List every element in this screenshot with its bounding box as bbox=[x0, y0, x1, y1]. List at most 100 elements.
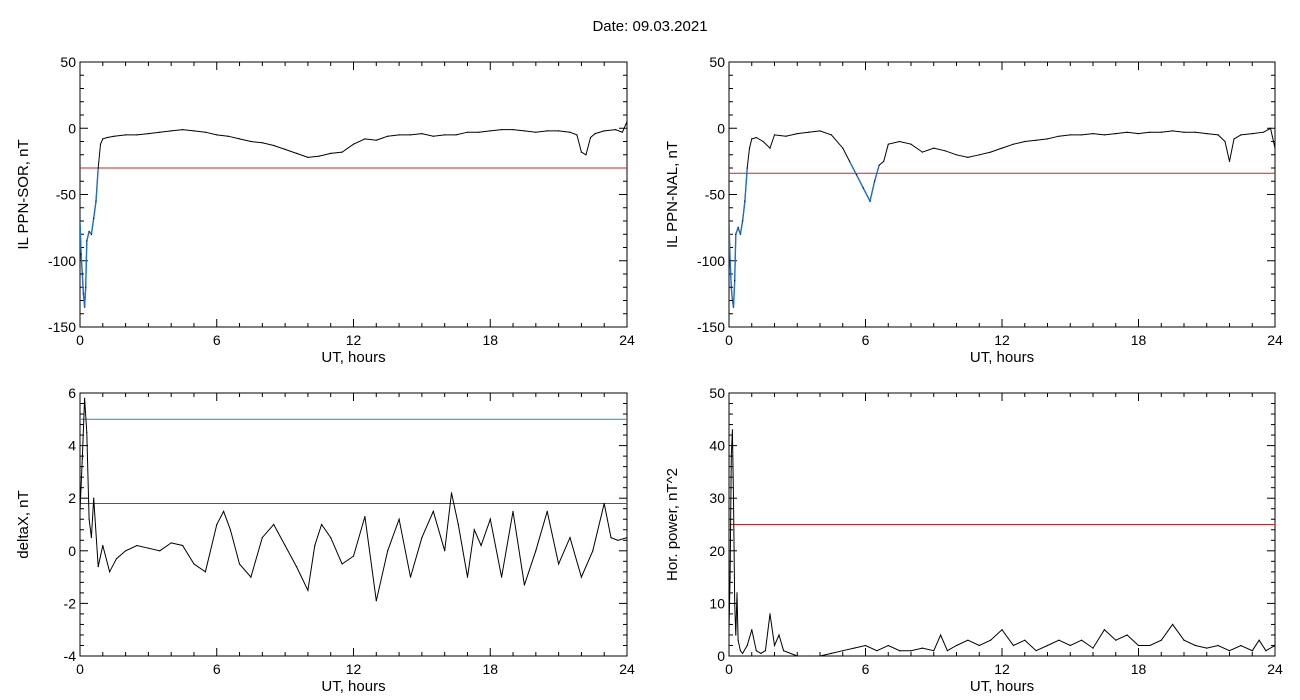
data-point bbox=[830, 652, 833, 655]
data-point bbox=[1137, 133, 1140, 135]
series-line bbox=[80, 121, 627, 308]
data-point bbox=[1035, 139, 1037, 141]
data-point bbox=[737, 639, 739, 641]
data-point bbox=[762, 140, 764, 143]
data-point bbox=[421, 133, 423, 135]
y-tick-label: -2 bbox=[64, 595, 77, 611]
data-point bbox=[444, 134, 446, 136]
data-point bbox=[819, 130, 821, 132]
data-point bbox=[113, 135, 115, 137]
data-point bbox=[1058, 639, 1060, 641]
data-point bbox=[102, 138, 104, 140]
y-tick-label: -50 bbox=[705, 187, 725, 203]
data-point bbox=[1012, 143, 1015, 145]
data-point bbox=[330, 152, 332, 154]
data-point bbox=[1001, 629, 1003, 631]
data-point bbox=[1092, 133, 1094, 135]
data-point bbox=[1263, 131, 1265, 133]
data-point bbox=[307, 589, 309, 591]
y-tick-label: -50 bbox=[56, 187, 76, 203]
data-point bbox=[1183, 639, 1185, 641]
chart-panel-4: 0 6 12 18 24 0 10 20 30 40 50 UT, hours Hor. power, … bbox=[664, 385, 1283, 695]
data-point bbox=[746, 167, 748, 169]
data-point bbox=[730, 455, 732, 457]
data-point bbox=[1103, 134, 1105, 136]
data-point bbox=[546, 130, 548, 132]
data-point bbox=[318, 155, 320, 157]
data-point bbox=[1269, 127, 1272, 129]
data-point bbox=[735, 634, 737, 636]
data-point bbox=[933, 147, 935, 149]
data-point bbox=[501, 576, 503, 578]
x-tick-label: 18 bbox=[1131, 332, 1147, 348]
data-point bbox=[466, 131, 469, 133]
data-point bbox=[1183, 131, 1185, 133]
data-point bbox=[352, 555, 355, 557]
x-tick-label: 0 bbox=[725, 661, 733, 677]
data-point bbox=[729, 260, 731, 262]
data-point bbox=[1274, 147, 1275, 149]
data-point bbox=[321, 523, 323, 526]
x-tick-label: 24 bbox=[619, 332, 635, 348]
data-point bbox=[99, 143, 102, 145]
data-point bbox=[1046, 138, 1049, 140]
data-point bbox=[1024, 140, 1026, 143]
data-point bbox=[170, 542, 172, 544]
data-point bbox=[615, 129, 617, 131]
data-point bbox=[990, 639, 992, 641]
data-point bbox=[1228, 160, 1231, 162]
data-point bbox=[734, 602, 736, 605]
x-tick-label: 12 bbox=[994, 661, 1010, 677]
data-point bbox=[295, 566, 298, 568]
data-point bbox=[967, 639, 969, 641]
data-point bbox=[421, 537, 423, 539]
data-point bbox=[1035, 650, 1037, 652]
y-tick-label: -100 bbox=[697, 253, 725, 269]
data-point bbox=[1206, 647, 1208, 649]
data-point bbox=[102, 544, 104, 547]
data-point bbox=[147, 547, 149, 549]
y-tick-label: 40 bbox=[709, 438, 725, 454]
data-point bbox=[375, 139, 377, 141]
data-point bbox=[783, 650, 785, 652]
data-point bbox=[136, 544, 138, 547]
x-tick-label: 6 bbox=[213, 661, 221, 677]
data-point bbox=[955, 154, 958, 156]
data-point bbox=[862, 187, 864, 189]
x-tick-label: 24 bbox=[1267, 332, 1283, 348]
data-point bbox=[93, 217, 95, 219]
data-point bbox=[250, 576, 252, 578]
data-point bbox=[261, 142, 263, 144]
data-point bbox=[84, 306, 86, 308]
y-tick-label: 20 bbox=[709, 543, 725, 559]
chart-panel-1: 0 6 12 18 24 -150 -100 -50 0 50 UT, hours IL PPN-SO… bbox=[15, 54, 635, 366]
data-point bbox=[576, 134, 578, 136]
data-point bbox=[273, 523, 275, 526]
data-point bbox=[535, 550, 537, 552]
series-line bbox=[729, 127, 1275, 308]
data-point bbox=[398, 134, 400, 136]
data-point bbox=[944, 150, 946, 152]
data-point bbox=[170, 130, 172, 132]
data-point bbox=[512, 129, 514, 131]
data-point bbox=[933, 650, 935, 652]
data-point bbox=[204, 571, 206, 573]
data-point bbox=[147, 133, 149, 135]
data-point bbox=[1217, 134, 1219, 136]
data-point bbox=[1172, 130, 1174, 132]
data-point bbox=[603, 502, 605, 505]
data-point bbox=[330, 537, 332, 539]
data-point bbox=[432, 510, 434, 512]
data-point bbox=[216, 523, 218, 526]
x-tick-label: 6 bbox=[213, 332, 221, 348]
data-point bbox=[1081, 134, 1083, 136]
x-tick-label: 24 bbox=[619, 661, 635, 677]
data-point bbox=[84, 397, 86, 399]
data-point bbox=[364, 138, 366, 140]
data-point bbox=[80, 253, 82, 255]
data-point bbox=[307, 156, 309, 158]
data-point bbox=[238, 563, 241, 565]
data-point bbox=[878, 164, 880, 166]
data-point bbox=[773, 644, 776, 647]
data-point bbox=[569, 537, 571, 539]
